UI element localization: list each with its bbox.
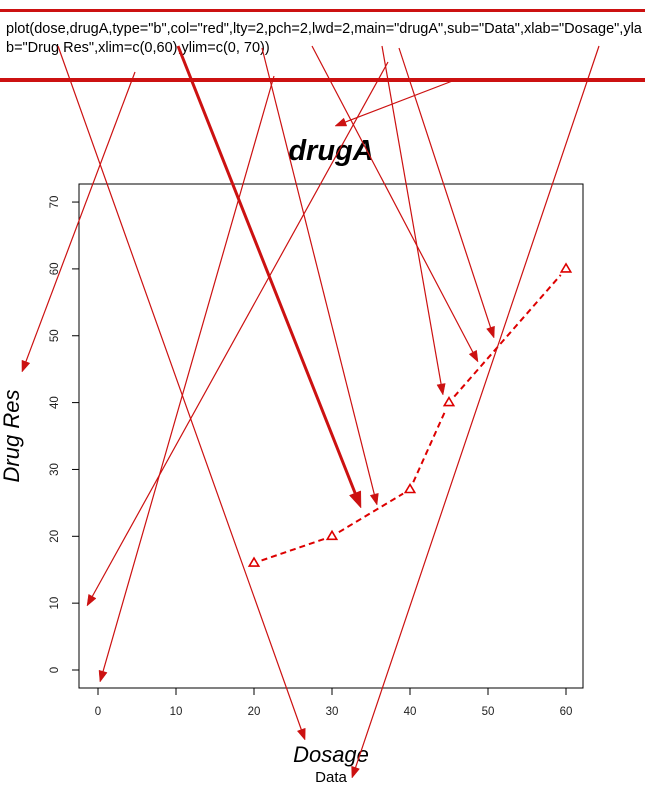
- x-tick-label: 0: [95, 706, 101, 718]
- data-point-marker: [559, 262, 573, 273]
- data-point-marker: [325, 529, 339, 541]
- annotation-arrow-head: [334, 117, 348, 127]
- main-title: drugA: [288, 135, 373, 167]
- annotation-arrow-shaft: [345, 79, 456, 123]
- annotation-arrow-head: [349, 490, 362, 509]
- annotation-arrow-shaft: [311, 45, 474, 353]
- data-point-marker: [442, 396, 456, 407]
- series-line-segment: [412, 409, 447, 483]
- y-tick-label: 0: [49, 667, 61, 673]
- annotation-arrows: [21, 45, 600, 779]
- series-line-segment: [338, 492, 404, 534]
- annotation-arrow-shaft: [261, 47, 375, 495]
- subtitle: Data: [315, 769, 347, 786]
- code-banner: plot(dose,drugA,type="b",col="red",lty=2…: [0, 0, 645, 84]
- y-tick-label: 30: [49, 463, 61, 476]
- series-layer: [247, 262, 573, 567]
- x-tick-label: 30: [326, 706, 339, 718]
- annotation-arrow-head: [351, 765, 360, 779]
- annotation-arrow-shaft: [57, 45, 302, 730]
- annotation-arrow-head: [86, 593, 97, 607]
- x-tick-label: 10: [170, 706, 183, 718]
- annotation-arrow-head: [369, 492, 379, 506]
- y-tick-label: 50: [49, 329, 61, 342]
- annotation-arrow-shaft: [102, 75, 275, 672]
- annotation-arrow-head: [468, 349, 479, 363]
- y-tick-label: 20: [49, 530, 61, 543]
- annotation-arrow-shaft: [25, 71, 136, 362]
- x-tick-label: 50: [482, 706, 495, 718]
- annotation-arrow-shaft: [91, 61, 389, 597]
- data-point-marker: [403, 482, 417, 494]
- x-tick-label: 40: [404, 706, 417, 718]
- annotation-arrow-shaft: [176, 45, 357, 494]
- series-line-segment: [453, 274, 562, 398]
- y-axis: 0 10 20 30 40 50 60 70: [49, 196, 80, 673]
- annotation-arrow-head: [21, 359, 31, 373]
- data-point-marker: [247, 556, 261, 567]
- banner-top-rule: [0, 9, 645, 12]
- annotation-arrow-shaft: [354, 45, 600, 768]
- code-line: plot(dose,drugA,type="b",col="red",lty=2…: [6, 21, 642, 56]
- annotation-arrow-head: [98, 669, 108, 683]
- annotation-arrow-head: [436, 383, 446, 396]
- banner-bottom-rule: [0, 78, 645, 82]
- annotation-arrow-head: [486, 325, 495, 339]
- y-tick-label: 70: [49, 196, 61, 209]
- annotation-arrow-shaft: [381, 45, 442, 385]
- series-line-segment: [261, 537, 325, 562]
- y-tick-label: 60: [49, 263, 61, 276]
- annotation-arrow-shaft: [398, 47, 492, 328]
- x-tick-label: 20: [248, 706, 261, 718]
- x-axis-title: Dosage: [293, 742, 369, 767]
- y-tick-label: 40: [49, 396, 61, 409]
- x-axis: 0 10 20 30 40 50 60: [95, 687, 573, 718]
- x-tick-label: 60: [560, 706, 573, 718]
- y-axis-title: Drug Res: [0, 390, 24, 483]
- y-tick-label: 10: [49, 597, 61, 610]
- annotation-arrow-head: [296, 727, 306, 741]
